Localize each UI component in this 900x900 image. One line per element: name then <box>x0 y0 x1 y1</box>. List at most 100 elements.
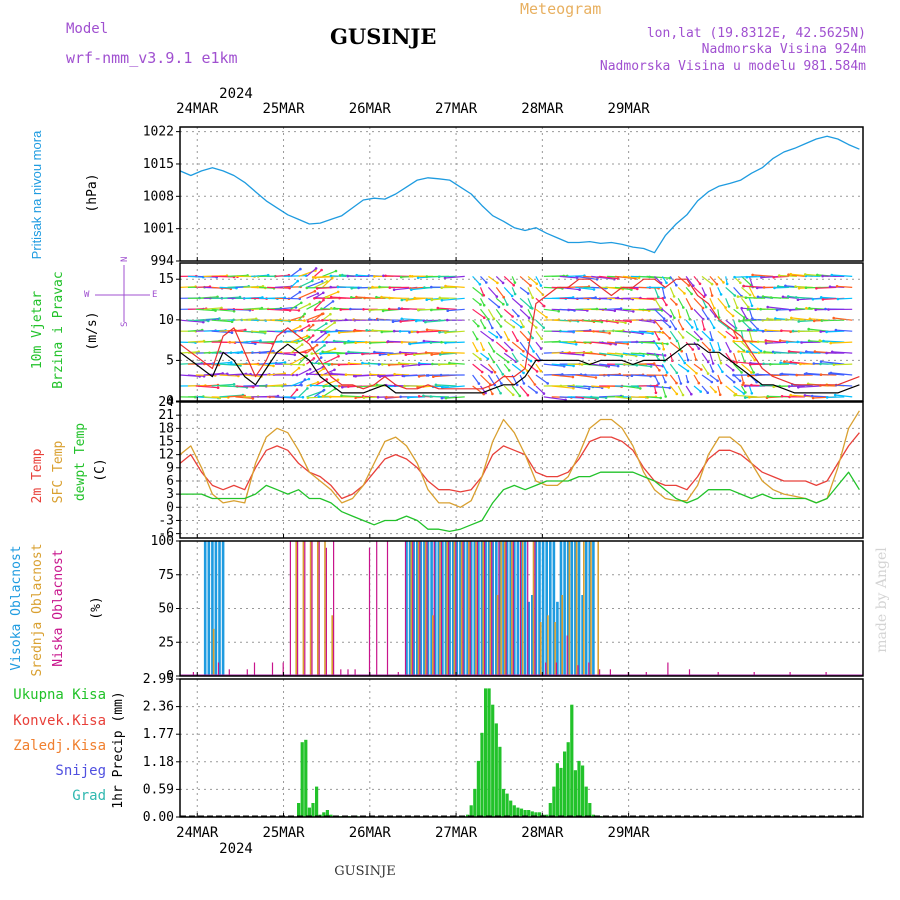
wind-arrow <box>709 308 717 317</box>
wind-arrow-head <box>500 382 503 385</box>
wind-arrow <box>527 275 538 285</box>
lonlat-label: lon,lat (19.8312E, 42.5625N) <box>647 26 866 41</box>
wind-arrow <box>790 394 813 398</box>
wind-arrow-head <box>414 319 418 323</box>
wind-arrow-head <box>819 362 822 366</box>
wind-arrow-head <box>336 352 340 355</box>
wind-arrow <box>488 297 500 308</box>
wind-arrow-head <box>531 307 534 310</box>
cloud-high-bar <box>455 541 459 676</box>
wind-arrow-head <box>718 393 722 397</box>
wind-arrow <box>495 363 504 375</box>
header: Model wrf-nmm_v3.9.1 e1km GUSINJE Meteog… <box>66 0 866 74</box>
cloud-units: (%) <box>89 596 104 619</box>
wind-arrow-head <box>539 284 543 287</box>
wind-arrow-head <box>712 349 715 353</box>
wind-arrow <box>614 286 632 291</box>
wind-arrow <box>701 363 709 374</box>
wind-arrow <box>243 330 266 334</box>
wind-arrow-head <box>482 294 486 297</box>
wind-arrow <box>765 339 782 343</box>
wind-arrow <box>717 374 722 384</box>
wind-arrow-head <box>752 371 755 374</box>
y-tick-label: 1001 <box>143 222 174 237</box>
wind-arrow-head <box>743 384 747 388</box>
wind-arrow-head <box>320 268 323 272</box>
precip-bar <box>563 751 567 817</box>
wind-arrow <box>646 275 670 279</box>
cloud-high-bar <box>534 541 538 676</box>
wind-arrow <box>179 319 204 323</box>
wind-arrow-head <box>429 341 433 344</box>
wind-arrow <box>519 385 529 396</box>
precip-bar <box>570 704 574 817</box>
wind-arrow-head <box>475 349 479 353</box>
wind-arrow-head <box>329 274 333 278</box>
wind-arrow <box>748 309 753 319</box>
precip-bar <box>315 786 319 817</box>
wind-arrow-head <box>732 380 736 384</box>
wind-arrow-head <box>542 392 546 395</box>
wind-arrow-head <box>755 286 759 290</box>
y-tick-label: 2.95 <box>143 672 174 687</box>
wind-arrow <box>733 320 737 329</box>
wind-arrow <box>298 313 306 321</box>
precip-bar <box>325 810 329 817</box>
wind-arrow <box>441 297 465 301</box>
precip-bar <box>548 803 552 817</box>
cloud-mid-bar <box>489 541 492 676</box>
cloud-low-bar <box>228 669 230 677</box>
wind-arrow <box>479 319 486 329</box>
wind-arrow-head <box>658 369 661 372</box>
wind-arrow-head <box>706 391 709 395</box>
wind-arrow <box>741 297 749 308</box>
wind-arrow-head <box>526 338 530 342</box>
wind-arrow-head <box>825 396 829 399</box>
wind-arrow-head <box>510 348 514 352</box>
wind-arrow-head <box>440 299 444 302</box>
wind-arrow-head <box>665 303 668 307</box>
wind-arrow <box>551 374 573 378</box>
wind-arrow <box>445 330 465 334</box>
wind-arrow-head <box>651 332 654 335</box>
precip-bar <box>523 810 527 817</box>
wind-arrow <box>741 341 750 351</box>
wind-arrow <box>607 319 626 324</box>
wind-arrow-head <box>261 285 265 288</box>
wind-arrow-head <box>380 330 384 334</box>
wind-arrow-head <box>531 296 534 300</box>
wind-arrow-head <box>347 385 350 388</box>
wind-arrow <box>535 385 545 395</box>
y-tick-label: 0 <box>166 500 174 515</box>
wind-arrow <box>472 374 480 384</box>
wind-arrow-head <box>690 326 694 329</box>
precip-bar <box>505 793 509 817</box>
wind-arrow-head <box>738 319 741 323</box>
wind-arrow-head <box>516 339 519 343</box>
wind-arrow-head <box>301 395 305 399</box>
wind-arrow <box>709 275 718 285</box>
wind-arrow-head <box>410 330 414 334</box>
wind-arrow-head <box>812 362 816 365</box>
wind-arrow-head <box>354 374 358 378</box>
wind-arrow-head <box>333 347 337 351</box>
wind-arrow <box>654 341 660 349</box>
wind-arrow-head <box>350 287 354 290</box>
wind-arrow-head <box>761 330 765 333</box>
y-tick-label: 994 <box>151 254 175 269</box>
wind-arrow-head <box>799 362 802 366</box>
wind-arrow-field <box>179 267 853 402</box>
wind-arrow-head <box>361 352 364 356</box>
cloud-high-bar <box>491 541 494 676</box>
wind-arrow-head <box>431 362 434 366</box>
wind-arrow-head <box>803 273 807 276</box>
cloud-mid-bar <box>446 541 448 676</box>
wind-arrow <box>766 341 789 344</box>
wind-arrow-head <box>675 381 678 385</box>
wind-arrow-head <box>295 341 299 345</box>
wind-arrow-head <box>316 292 320 295</box>
panel-background <box>180 679 863 817</box>
wind-arrow-head <box>797 287 801 290</box>
wind-arrow <box>314 313 323 321</box>
wind-arrow-head <box>338 384 341 388</box>
